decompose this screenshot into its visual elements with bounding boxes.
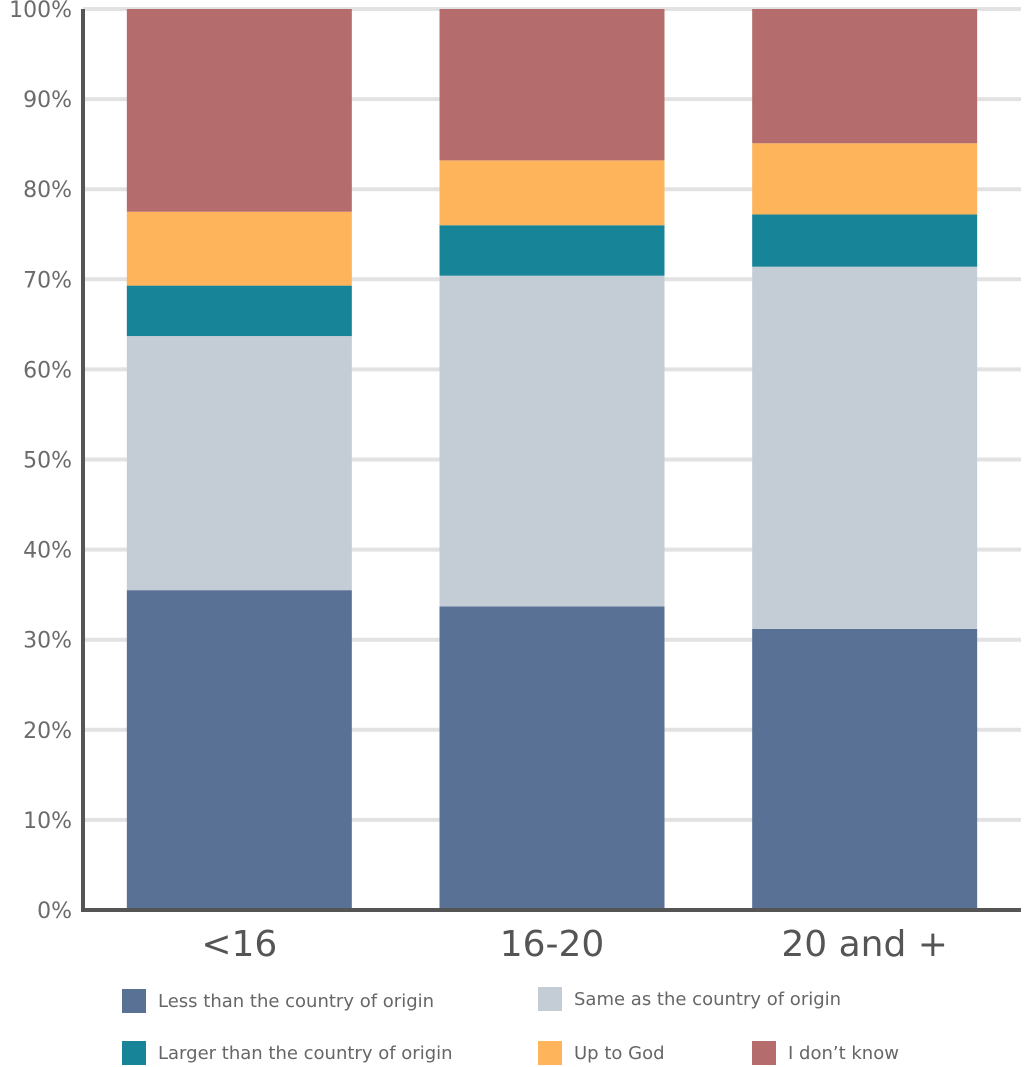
x-tick-label: 20 and + <box>781 924 948 965</box>
y-tick-label: 0% <box>37 899 72 924</box>
y-tick-label: 70% <box>23 268 72 293</box>
bar-segment-less <box>439 606 665 910</box>
y-tick-labels: 0% 10% 20% 30% 40% 50% 60% 70% 80% 90% 100% <box>9 0 72 924</box>
bar-segment-same <box>439 275 665 607</box>
bar-segment-larger <box>752 214 978 267</box>
bar-segment-larger <box>439 225 665 276</box>
y-tick-label: 90% <box>23 88 72 113</box>
y-tick-label: 80% <box>23 178 72 203</box>
bar-segment-dont-know <box>126 9 352 212</box>
bars <box>126 9 978 910</box>
bar-segment-same <box>752 266 978 629</box>
y-tick-label: 30% <box>23 629 72 654</box>
axes <box>81 9 1021 912</box>
bar-segment-less <box>752 628 978 910</box>
bar-segment-less <box>126 590 352 910</box>
bar-segment-dont-know <box>752 9 978 144</box>
y-tick-label: 50% <box>23 449 72 474</box>
y-tick-label: 40% <box>23 539 72 564</box>
bar-segment-up-to-god <box>752 143 978 215</box>
x-tick-label: 16-20 <box>500 924 605 965</box>
bar-segment-larger <box>126 285 352 337</box>
bar-segment-dont-know <box>439 9 665 161</box>
y-tick-label: 10% <box>23 809 72 834</box>
y-tick-label: 100% <box>9 0 72 23</box>
y-tick-label: 20% <box>23 719 72 744</box>
x-tick-labels: <16 16-20 20 and + <box>201 924 948 965</box>
y-tick-label: 60% <box>23 358 72 383</box>
bar-segment-up-to-god <box>439 160 665 226</box>
x-tick-label: <16 <box>201 924 277 965</box>
bar-segment-up-to-god <box>126 211 352 286</box>
bar-segment-same <box>126 336 352 591</box>
